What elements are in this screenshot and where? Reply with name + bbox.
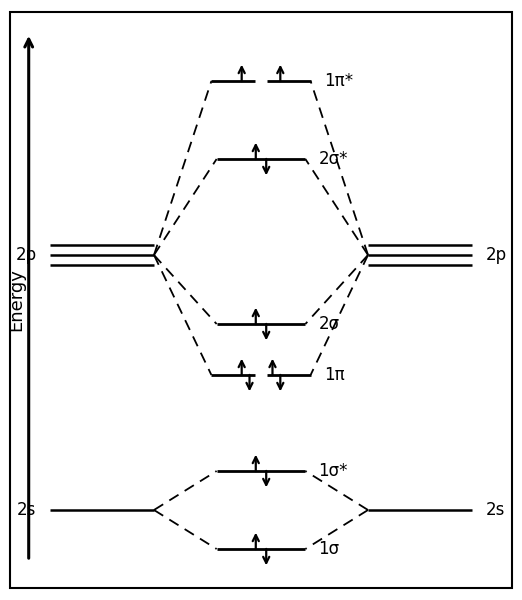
Text: 2s: 2s [17,501,37,519]
Text: 1σ: 1σ [318,540,339,558]
Text: 1σ*: 1σ* [318,462,348,480]
Text: 2σ*: 2σ* [318,150,348,168]
Text: 2σ: 2σ [318,315,339,333]
Text: 1π: 1π [324,366,345,384]
Text: 2p: 2p [485,246,506,264]
Text: 1π*: 1π* [324,72,353,90]
Text: Energy: Energy [8,269,26,331]
Text: 2s: 2s [485,501,505,519]
Text: 2p: 2p [16,246,37,264]
